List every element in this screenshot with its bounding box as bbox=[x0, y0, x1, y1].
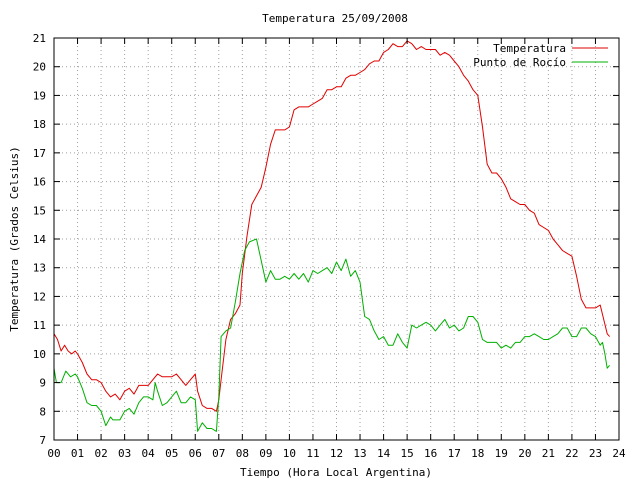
x-tick-label: 01 bbox=[71, 447, 84, 460]
x-tick-label: 04 bbox=[142, 447, 156, 460]
x-tick-label: 15 bbox=[401, 447, 414, 460]
y-tick-label: 11 bbox=[33, 319, 46, 332]
y-tick-label: 14 bbox=[33, 233, 47, 246]
y-tick-label: 17 bbox=[33, 147, 46, 160]
y-axis-tick-labels: 7 8 9 10 11 12 13 14 15 16 17 18 19 20 21 bbox=[33, 32, 47, 447]
x-tick-label: 17 bbox=[448, 447, 461, 460]
x-tick-label: 00 bbox=[47, 447, 60, 460]
y-tick-label: 13 bbox=[33, 262, 46, 275]
x-axis-label: Tiempo (Hora Local Argentina) bbox=[240, 466, 432, 479]
x-tick-label: 16 bbox=[424, 447, 437, 460]
x-tick-label: 05 bbox=[165, 447, 178, 460]
x-tick-label: 10 bbox=[283, 447, 296, 460]
y-tick-label: 9 bbox=[39, 377, 46, 390]
legend-label: Temperatura bbox=[493, 42, 566, 55]
x-tick-label: 11 bbox=[306, 447, 319, 460]
axis-ticks bbox=[53, 37, 620, 441]
y-tick-label: 16 bbox=[33, 176, 46, 189]
y-tick-label: 18 bbox=[33, 118, 46, 131]
y-tick-label: 20 bbox=[33, 61, 46, 74]
y-tick-label: 21 bbox=[33, 32, 46, 45]
x-tick-label: 13 bbox=[353, 447, 366, 460]
x-tick-label: 21 bbox=[542, 447, 555, 460]
x-tick-label: 22 bbox=[565, 447, 578, 460]
plot-lines bbox=[53, 40, 610, 432]
series-line bbox=[53, 40, 610, 412]
x-tick-label: 18 bbox=[471, 447, 484, 460]
x-tick-label: 20 bbox=[518, 447, 531, 460]
y-tick-label: 8 bbox=[39, 405, 46, 418]
grid bbox=[54, 38, 619, 440]
x-tick-label: 24 bbox=[612, 447, 626, 460]
x-tick-label: 14 bbox=[377, 447, 391, 460]
y-tick-label: 19 bbox=[33, 89, 46, 102]
x-tick-label: 06 bbox=[189, 447, 202, 460]
x-tick-label: 09 bbox=[259, 447, 272, 460]
x-axis-tick-labels: 00 01 02 03 04 05 06 07 08 09 10 11 12 13 14 15 16 17 18 19… bbox=[47, 447, 626, 460]
x-tick-label: 08 bbox=[236, 447, 249, 460]
x-tick-label: 23 bbox=[589, 447, 602, 460]
x-tick-label: 02 bbox=[94, 447, 107, 460]
x-tick-label: 07 bbox=[212, 447, 225, 460]
legend-label: Punto de Rocío bbox=[473, 56, 566, 69]
y-axis-label: Temperatura (Grados Celsius) bbox=[8, 146, 21, 331]
series-line bbox=[53, 238, 610, 432]
x-tick-label: 03 bbox=[118, 447, 131, 460]
chart-title: Temperatura 25/09/2008 bbox=[262, 12, 408, 25]
y-tick-label: 7 bbox=[39, 434, 46, 447]
y-tick-label: 12 bbox=[33, 290, 46, 303]
y-tick-label: 15 bbox=[33, 204, 46, 217]
y-tick-label: 10 bbox=[33, 348, 46, 361]
x-tick-label: 12 bbox=[330, 447, 343, 460]
x-tick-label: 19 bbox=[495, 447, 508, 460]
